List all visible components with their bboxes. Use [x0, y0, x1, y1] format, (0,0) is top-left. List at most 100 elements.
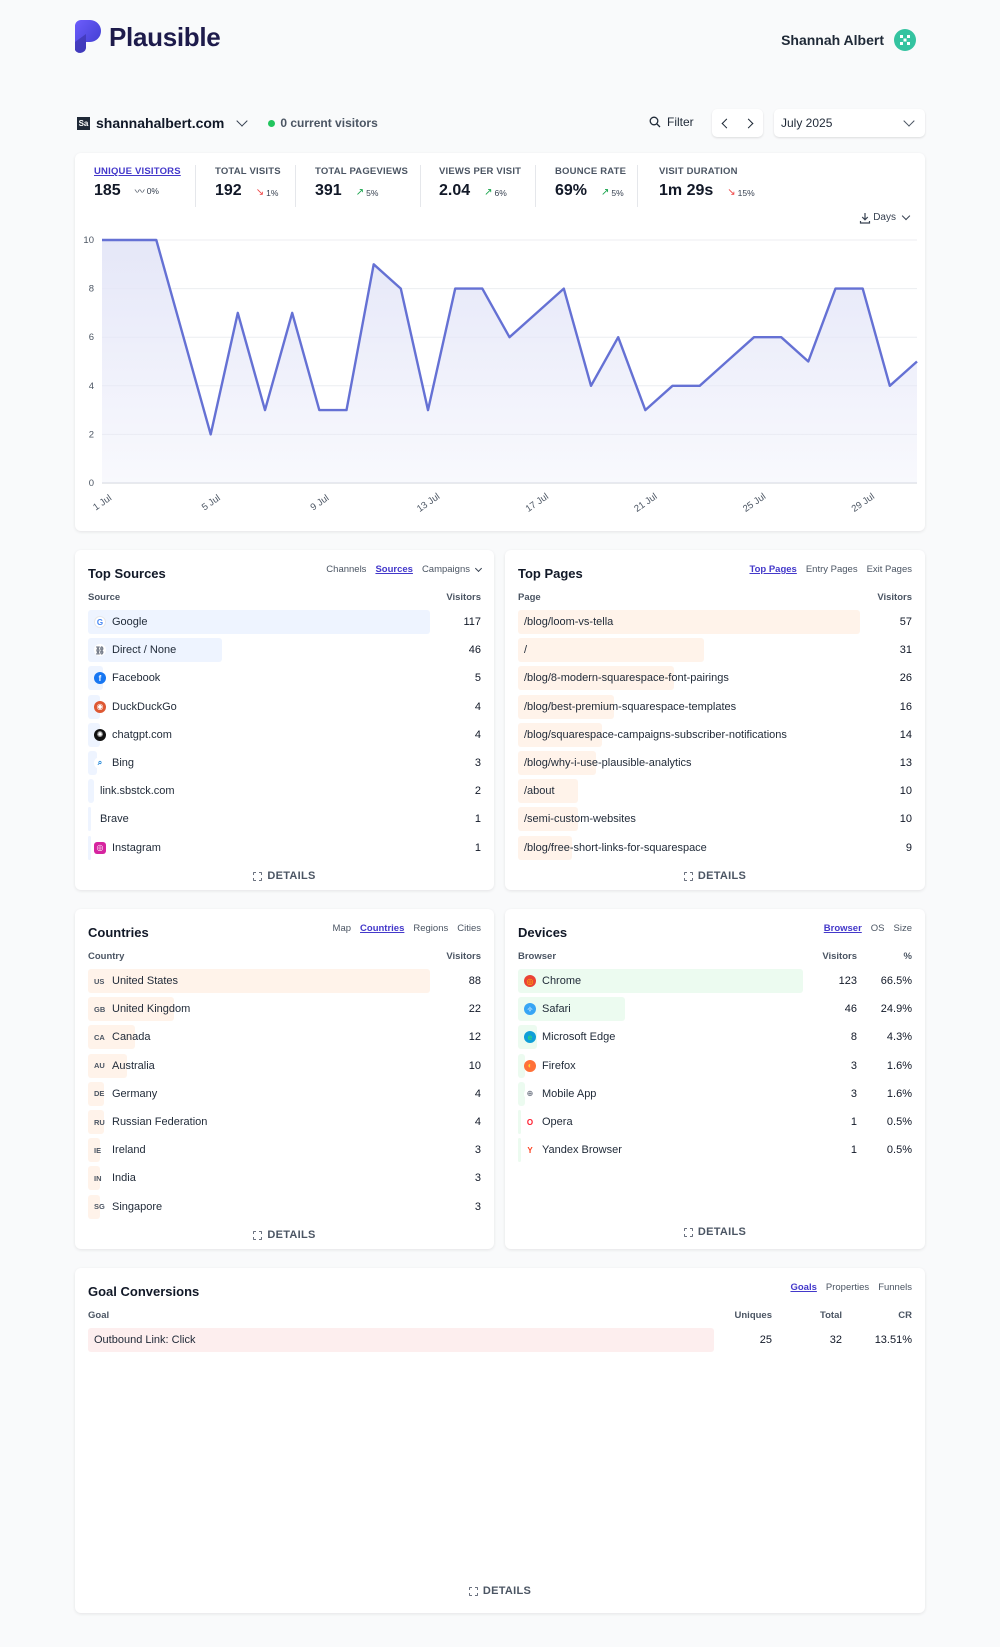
list-item[interactable]: US United States: [88, 969, 430, 993]
metric-value: 1m 29s: [659, 182, 714, 199]
list-item[interactable]: ◉ DuckDuckGo: [88, 694, 430, 719]
live-dot-icon: [268, 119, 276, 127]
filter-button[interactable]: Filter: [649, 115, 694, 129]
tab-countries[interactable]: Countries: [360, 923, 405, 934]
list-item[interactable]: Brave: [88, 807, 430, 832]
details-button[interactable]: DETAILS: [75, 1229, 494, 1241]
list-item[interactable]: /: [518, 638, 860, 663]
trend-up-icon: ↗: [484, 187, 493, 198]
tab-regions[interactable]: Regions: [413, 923, 449, 934]
list-item[interactable]: ✧ Safari: [518, 997, 803, 1022]
list-item-label-wrap: RU Russian Federation: [94, 1110, 207, 1134]
list-item[interactable]: IN India: [88, 1166, 430, 1191]
list-item[interactable]: ◎ Chrome: [518, 969, 803, 993]
site-switcher[interactable]: Sa shannahalbert.com 0 current visitors: [77, 115, 378, 131]
list-item[interactable]: RU Russian Federation: [88, 1110, 430, 1134]
metric-bounce-rate[interactable]: BOUNCE RATE 69% ↗ 5%: [555, 166, 626, 200]
value-bar: [88, 1194, 100, 1219]
period-label: July 2025: [781, 116, 833, 130]
tab-campaigns[interactable]: Campaigns: [421, 564, 470, 575]
list-item[interactable]: ◎ Instagram: [88, 835, 430, 860]
list-item[interactable]: G Google: [88, 610, 430, 634]
trend-down-icon: ↘: [255, 187, 265, 198]
user-menu[interactable]: Shannah Albert: [781, 29, 916, 51]
details-button[interactable]: DETAILS: [505, 870, 925, 882]
previous-period-button[interactable]: [712, 109, 738, 137]
period-select[interactable]: July 2025: [774, 109, 925, 137]
list-item[interactable]: /semi-custom-websites: [518, 807, 860, 832]
card-tabs: Channels Sources Campaigns: [326, 564, 483, 575]
list-item[interactable]: Y Yandex Browser: [518, 1138, 803, 1163]
tab-sources[interactable]: Sources: [375, 564, 413, 575]
list-item[interactable]: /about: [518, 779, 860, 804]
tab-size[interactable]: Size: [893, 923, 912, 934]
metric-unique-visitors[interactable]: UNIQUE VISITORS 185 〰 0%: [94, 166, 181, 200]
list-item[interactable]: ⊕ Mobile App: [518, 1081, 803, 1106]
tab-funnels[interactable]: Funnels: [878, 1282, 912, 1293]
tab-entry-pages[interactable]: Entry Pages: [805, 564, 858, 575]
list-item[interactable]: IE Ireland: [88, 1138, 430, 1163]
metric-total-visits[interactable]: TOTAL VISITS 192 ↘ 1%: [215, 166, 281, 200]
list-item[interactable]: /blog/best-premium-squarespace-templates: [518, 694, 860, 719]
list-item[interactable]: AU Australia: [88, 1053, 430, 1078]
list-item[interactable]: ◐ Firefox: [518, 1053, 803, 1078]
card-title: Countries: [88, 925, 149, 940]
download-button[interactable]: [859, 211, 871, 229]
tab-goals[interactable]: Goals: [790, 1282, 817, 1293]
value-bar: [518, 638, 704, 663]
metric-divider: [535, 165, 536, 207]
tab-map[interactable]: Map: [332, 923, 352, 934]
y-tick-label: 6: [89, 332, 94, 343]
list-item-percent: 24.9%: [880, 1003, 912, 1016]
list-item[interactable]: ⌕ Bing: [88, 751, 430, 775]
list-item[interactable]: ⛓ Direct / None: [88, 638, 430, 663]
metric-value: 2.04: [439, 182, 471, 199]
tab-cities[interactable]: Cities: [457, 923, 481, 934]
card-title: Top Pages: [518, 566, 583, 581]
list-item-label-wrap: e Microsoft Edge: [524, 1025, 615, 1049]
goal-row[interactable]: Outbound Link: Click: [88, 1328, 714, 1352]
list-item[interactable]: e Microsoft Edge: [518, 1025, 803, 1050]
metric-views-per-visit[interactable]: VIEWS PER VISIT 2.04 ↗ 6%: [439, 166, 521, 200]
list-item[interactable]: CA Canada: [88, 1025, 430, 1050]
list-item[interactable]: O Opera: [518, 1110, 803, 1134]
interval-select[interactable]: Days: [873, 211, 911, 223]
current-visitors[interactable]: 0 current visitors: [268, 116, 378, 130]
details-button[interactable]: DETAILS: [75, 870, 494, 882]
tab-channels[interactable]: Channels: [326, 564, 367, 575]
list-item[interactable]: GB United Kingdom: [88, 997, 430, 1022]
metric-change: ↘ 15%: [727, 187, 754, 198]
chrome-icon: ◎: [524, 975, 536, 987]
tab-os[interactable]: OS: [870, 923, 885, 934]
column-header-label: Source: [88, 592, 121, 603]
list-item[interactable]: /blog/8-modern-squarespace-font-pairings: [518, 666, 860, 691]
list-item-label-wrap: O Opera: [524, 1110, 573, 1134]
tab-browser[interactable]: Browser: [823, 923, 862, 934]
card-tabs: Map Countries Regions Cities: [333, 923, 481, 934]
plausible-logo[interactable]: Plausible: [75, 20, 221, 54]
list-item[interactable]: f Facebook: [88, 666, 430, 691]
list-item-percent: 66.5%: [880, 975, 912, 987]
avatar: [894, 29, 916, 51]
list-item[interactable]: link.sbstck.com: [88, 779, 430, 804]
list-item[interactable]: /blog/free-short-links-for-squarespace: [518, 835, 860, 860]
list-item[interactable]: /blog/why-i-use-plausible-analytics: [518, 751, 860, 775]
list-item[interactable]: /blog/loom-vs-tella: [518, 610, 860, 634]
metric-visit-duration[interactable]: VISIT DURATION 1m 29s ↘ 15%: [659, 166, 755, 200]
list-item[interactable]: SG Singapore: [88, 1194, 430, 1219]
details-button[interactable]: DETAILS: [75, 1585, 925, 1597]
details-button[interactable]: DETAILS: [505, 1226, 925, 1238]
trend-up-icon: ↗: [355, 187, 365, 198]
tab-exit-pages[interactable]: Exit Pages: [866, 564, 912, 575]
list-item[interactable]: ✺ chatgpt.com: [88, 722, 430, 747]
list-item-label: Bing: [112, 757, 135, 769]
tab-top-pages[interactable]: Top Pages: [749, 564, 797, 575]
details-label: DETAILS: [482, 1585, 532, 1597]
next-period-button[interactable]: [738, 109, 764, 137]
visitors-chart[interactable]: 0 2 4 6 8 10 1 Jul 5 Jul 9 Jul 13 Jul 17 Jul 21 Jul…: [75, 223, 925, 523]
list-item[interactable]: DE Germany: [88, 1081, 430, 1106]
list-item[interactable]: /blog/squarespace-campaigns-subscriber-n…: [518, 722, 860, 747]
metric-total-pageviews[interactable]: TOTAL PAGEVIEWS 391 ↗ 5%: [315, 166, 408, 200]
tab-properties[interactable]: Properties: [825, 1282, 870, 1293]
list-item-label: India: [112, 1172, 136, 1185]
